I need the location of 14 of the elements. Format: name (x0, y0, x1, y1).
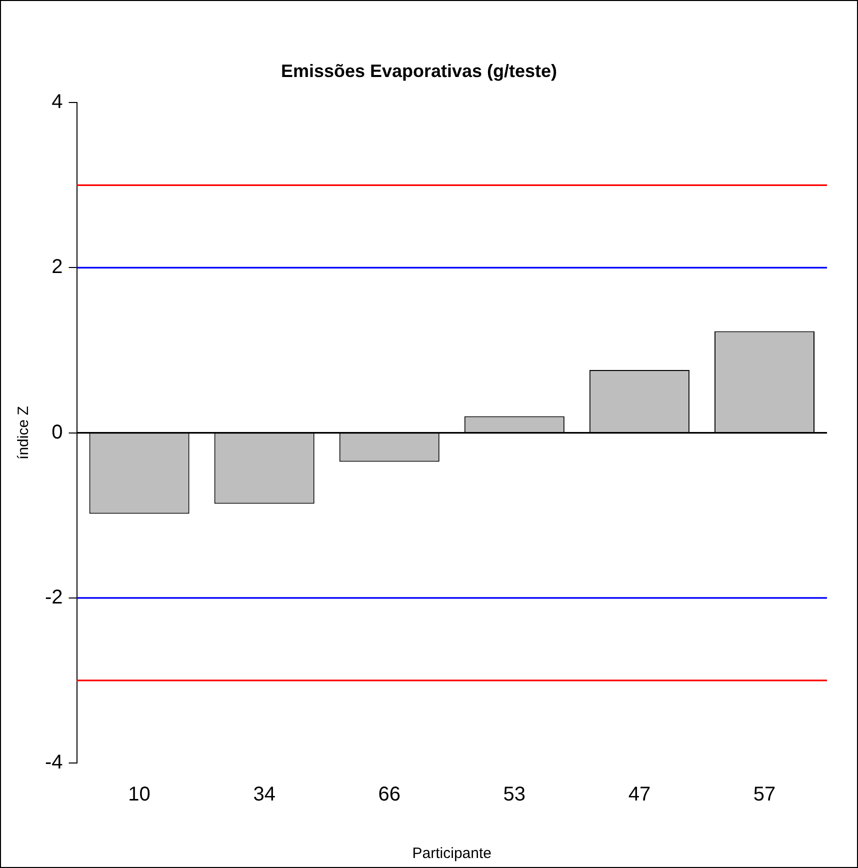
x-tick-label: 57 (753, 784, 776, 806)
x-tick-label: 53 (503, 784, 526, 806)
chart-title: Emissões Evaporativas (g/teste) (280, 60, 558, 81)
x-tick-label: 34 (253, 784, 276, 806)
x-tick-label: 47 (628, 784, 651, 806)
x-tick-label: 66 (378, 784, 400, 806)
y-axis-title: índice Z (15, 406, 32, 460)
x-tick-label: 10 (128, 784, 150, 806)
y-tick-label: 0 (52, 421, 63, 444)
y-tick-label: -2 (44, 586, 63, 608)
y-tick-label: 2 (52, 256, 63, 278)
y-tick-label: 4 (52, 91, 63, 114)
y-tick-label: -4 (44, 752, 63, 774)
x-axis-title: Participante (412, 845, 492, 862)
